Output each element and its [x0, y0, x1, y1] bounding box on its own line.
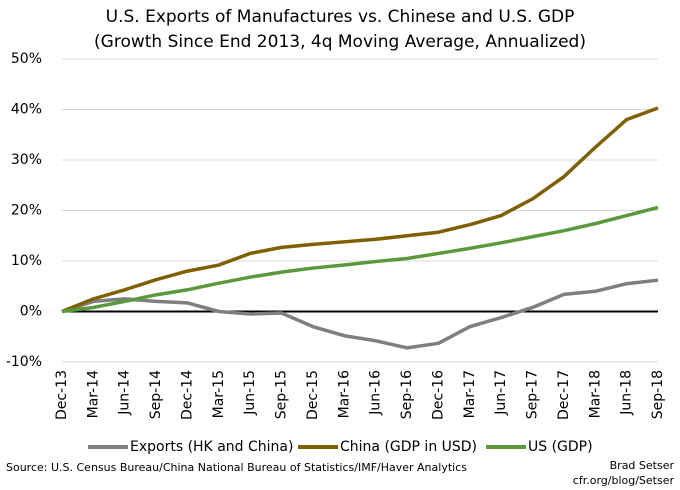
x-tick-label: Mar-18 [587, 370, 603, 418]
y-tick-label: 50% [11, 51, 42, 67]
x-tick-label: Dec-17 [556, 370, 572, 420]
legend-label: US (GDP) [528, 439, 593, 455]
x-tick-label: Dec-14 [179, 370, 195, 420]
series-line [61, 106, 659, 314]
x-tick-label: Mar-16 [336, 370, 352, 418]
x-tick-label: Jun-14 [117, 370, 133, 416]
x-tick-label: Sep-18 [650, 370, 666, 419]
source: Source: U.S. Census Bureau/China Nationa… [6, 461, 467, 474]
legend-label: Exports (HK and China) [130, 439, 293, 455]
x-tick-label: Sep-17 [525, 370, 541, 419]
x-tick-label: Jun-15 [242, 370, 258, 416]
x-tick-label: Mar-14 [85, 370, 101, 418]
series-line [61, 278, 659, 350]
x-tick-label: Mar-17 [462, 370, 478, 418]
y-tick-label: 20% [11, 203, 42, 219]
x-tick-label: Jun-18 [619, 370, 635, 416]
x-tick-label: Jun-16 [368, 370, 384, 416]
y-tick-label: 0% [20, 304, 42, 320]
x-tick-label: Sep-14 [148, 370, 164, 419]
y-tick-label: 30% [11, 152, 42, 168]
legend-label: China (GDP in USD) [340, 439, 477, 455]
x-tick-label: Mar-15 [211, 370, 227, 418]
x-tick-label: Sep-16 [399, 370, 415, 419]
y-tick-label: 40% [11, 102, 42, 118]
x-tick-label: Sep-15 [274, 370, 290, 419]
series-line [61, 205, 659, 314]
x-tick-label: Dec-16 [430, 370, 446, 420]
y-tick-label: 10% [11, 253, 42, 269]
chart-subtitle: (Growth Since End 2013, 4q Moving Averag… [94, 32, 586, 52]
chart-title: U.S. Exports of Manufactures vs. Chinese… [106, 7, 575, 27]
y-tick-label: -10% [6, 354, 42, 370]
x-tick-label: Dec-13 [54, 370, 70, 420]
credit: Brad Setser [610, 459, 675, 472]
credit: cfr.org/blog/Setser [573, 474, 675, 487]
x-tick-label: Dec-15 [305, 370, 321, 420]
x-tick-label: Jun-17 [493, 370, 509, 416]
